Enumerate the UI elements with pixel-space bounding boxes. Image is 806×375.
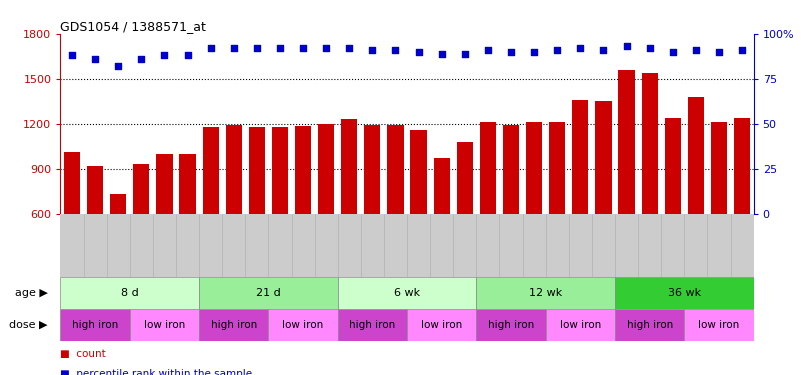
Bar bbox=[618, 70, 634, 214]
Point bbox=[89, 56, 102, 62]
Point bbox=[251, 45, 264, 51]
Bar bbox=[388, 125, 404, 214]
Point bbox=[320, 45, 333, 51]
Bar bbox=[476, 276, 615, 309]
Point bbox=[597, 47, 610, 53]
Point bbox=[297, 45, 310, 51]
Bar bbox=[341, 119, 357, 214]
Point bbox=[550, 47, 563, 53]
Point bbox=[273, 45, 286, 51]
Point bbox=[574, 45, 587, 51]
Point bbox=[158, 53, 171, 58]
Point bbox=[435, 51, 448, 57]
Point bbox=[181, 53, 194, 58]
Bar bbox=[272, 127, 288, 214]
Text: 21 d: 21 d bbox=[256, 288, 280, 298]
Bar bbox=[642, 73, 658, 214]
Text: 6 wk: 6 wk bbox=[394, 288, 420, 298]
Bar bbox=[546, 309, 615, 341]
Bar bbox=[202, 127, 218, 214]
Text: GDS1054 / 1388571_at: GDS1054 / 1388571_at bbox=[60, 20, 206, 33]
Point bbox=[667, 49, 679, 55]
Point bbox=[643, 45, 656, 51]
Bar bbox=[549, 122, 565, 214]
Text: 8 d: 8 d bbox=[121, 288, 139, 298]
Bar bbox=[110, 194, 127, 214]
Bar bbox=[364, 125, 380, 214]
Text: low iron: low iron bbox=[421, 320, 463, 330]
Point bbox=[620, 44, 633, 50]
Bar bbox=[87, 166, 103, 214]
Bar bbox=[503, 125, 519, 214]
Bar bbox=[130, 309, 199, 341]
Bar bbox=[338, 309, 407, 341]
Bar bbox=[615, 276, 754, 309]
Text: age ▶: age ▶ bbox=[15, 288, 48, 298]
Bar bbox=[268, 309, 338, 341]
Point bbox=[112, 63, 125, 69]
Bar bbox=[457, 142, 473, 214]
Text: low iron: low iron bbox=[559, 320, 601, 330]
Bar bbox=[156, 154, 172, 214]
Point bbox=[736, 47, 749, 53]
Text: 36 wk: 36 wk bbox=[667, 288, 701, 298]
Bar bbox=[180, 154, 196, 214]
Point bbox=[412, 49, 425, 55]
Bar bbox=[526, 122, 542, 214]
Point bbox=[343, 45, 355, 51]
Point bbox=[481, 47, 494, 53]
Point bbox=[713, 49, 725, 55]
Bar bbox=[64, 152, 80, 214]
Bar bbox=[338, 276, 476, 309]
Point bbox=[689, 47, 702, 53]
Point bbox=[505, 49, 517, 55]
Text: high iron: high iron bbox=[488, 320, 534, 330]
Bar bbox=[295, 126, 311, 214]
Text: high iron: high iron bbox=[72, 320, 118, 330]
Text: high iron: high iron bbox=[349, 320, 396, 330]
Bar bbox=[60, 276, 199, 309]
Text: high iron: high iron bbox=[626, 320, 673, 330]
Bar bbox=[615, 309, 684, 341]
Point bbox=[528, 49, 541, 55]
Point bbox=[204, 45, 217, 51]
Bar bbox=[476, 309, 546, 341]
Point bbox=[389, 47, 402, 53]
Bar bbox=[711, 122, 727, 214]
Text: ■  percentile rank within the sample: ■ percentile rank within the sample bbox=[60, 369, 252, 375]
Text: low iron: low iron bbox=[698, 320, 740, 330]
Bar bbox=[199, 276, 338, 309]
Text: ■  count: ■ count bbox=[60, 349, 106, 359]
Text: 12 wk: 12 wk bbox=[529, 288, 563, 298]
Bar bbox=[249, 127, 265, 214]
Bar bbox=[434, 158, 450, 214]
Bar bbox=[60, 309, 130, 341]
Bar bbox=[480, 122, 496, 214]
Bar bbox=[199, 309, 268, 341]
Point bbox=[227, 45, 240, 51]
Point bbox=[366, 47, 379, 53]
Text: low iron: low iron bbox=[143, 320, 185, 330]
Bar bbox=[734, 118, 750, 214]
Text: dose ▶: dose ▶ bbox=[10, 320, 48, 330]
Bar bbox=[572, 100, 588, 214]
Point bbox=[65, 53, 78, 58]
Text: low iron: low iron bbox=[282, 320, 324, 330]
Bar bbox=[665, 118, 681, 214]
Bar bbox=[410, 130, 426, 214]
Bar bbox=[318, 124, 334, 214]
Bar bbox=[226, 125, 242, 214]
Point bbox=[459, 51, 472, 57]
Bar bbox=[596, 101, 612, 214]
Bar bbox=[407, 309, 476, 341]
Text: high iron: high iron bbox=[210, 320, 257, 330]
Bar bbox=[684, 309, 754, 341]
Bar bbox=[133, 164, 149, 214]
Bar bbox=[688, 97, 704, 214]
Point bbox=[135, 56, 147, 62]
